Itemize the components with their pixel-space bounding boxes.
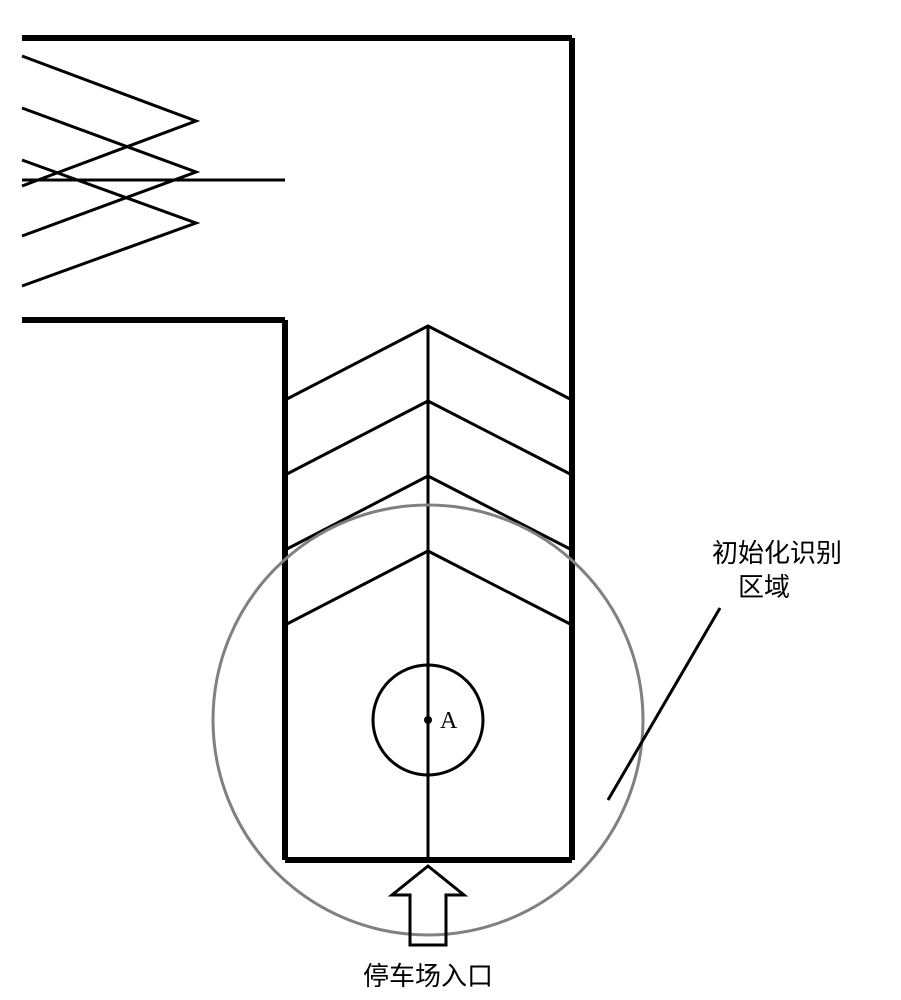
recognition-area-label-line1: 初始化识别 xyxy=(712,539,842,568)
entrance-label: 停车场入口 xyxy=(363,962,493,991)
point-a-label: A xyxy=(440,708,458,734)
recognition-area-label-line2: 区域 xyxy=(738,573,790,602)
corridor-outline xyxy=(22,38,572,860)
chevrons-horizontal xyxy=(22,56,196,286)
labels: 初始化识别区域停车场入口 xyxy=(363,539,842,991)
